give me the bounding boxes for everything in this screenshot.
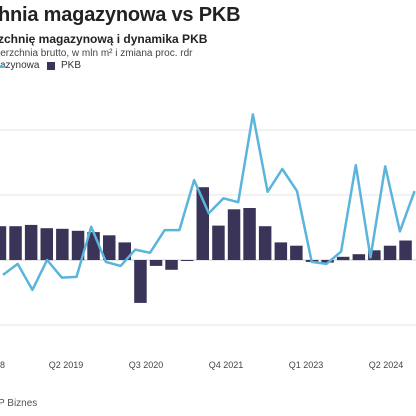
bar [56,228,69,260]
bar [352,254,366,261]
bar [399,240,412,260]
x-tick-label: Q3 2020 [129,360,164,370]
chart-units-note: ierzchnia brutto, w mln m² i zmiana proc… [0,48,193,59]
x-tick-label: Q1 2023 [289,360,324,370]
bar [336,256,350,261]
x-tick-label: Q2 2024 [369,360,404,370]
bar [258,226,272,260]
bar [274,242,288,260]
bar [290,245,303,260]
bar [243,208,256,260]
legend-bar-swatch [47,61,55,70]
bar [227,209,241,260]
bar [149,260,163,266]
chart-subtitle: zchnię magazynową i dynamika PKB [0,32,208,46]
line-series [2,113,416,292]
legend-line-marker [0,66,6,68]
bar [118,242,131,260]
chart-title: hnia magazynowa vs PKB [0,4,241,26]
legend-item-pkb: PKB [47,60,81,71]
legend-line-label: azynowa [0,60,40,71]
bars [0,187,412,303]
bar [0,226,7,260]
series-line [2,113,416,292]
x-tick-label: Q2 2019 [49,360,84,370]
legend-item-line: azynowa [0,60,39,71]
bar [134,260,147,303]
bar [71,230,85,261]
bar [40,228,53,261]
legend-bar-label: PKB [61,60,82,71]
bar [383,245,397,260]
x-tick-label: Q4 2021 [209,360,244,370]
bar [103,235,116,260]
bar [24,224,38,260]
bar [321,260,334,263]
bar [368,250,381,261]
source-text: P Biznes [0,398,38,409]
bar [180,260,194,261]
x-tick-label: 8 [0,360,5,370]
bar [9,226,22,260]
bar [212,225,225,260]
bar [165,260,178,270]
x-axis-ticks: 8 Q2 2019 Q3 2020 Q4 2021 Q1 2023 Q2 2024 [0,360,403,370]
